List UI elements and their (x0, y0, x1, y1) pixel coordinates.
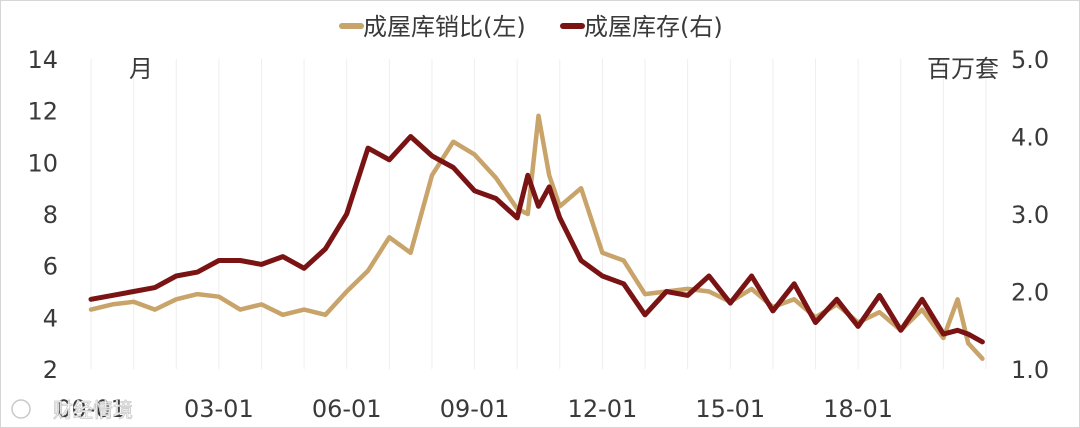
x-tick-label: 15-01 (695, 395, 765, 423)
watermark-logo-icon (11, 399, 31, 419)
right-tick-label: 3.0 (1011, 201, 1049, 229)
left-axis-ticks: 2 4 6 8 10 12 14 (27, 46, 58, 384)
left-axis-unit-label: 月 (129, 55, 153, 83)
right-axis-ticks: 1.0 2.0 3.0 4.0 5.0 (1011, 46, 1049, 384)
left-tick-label: 4 (43, 304, 58, 332)
watermark: 财经情境 (11, 398, 133, 422)
legend-label-months-supply: 成屋库销比(左) (363, 13, 526, 41)
series-layer (88, 113, 985, 361)
series-line-inventory (88, 134, 985, 345)
x-tick-label: 03-01 (184, 395, 254, 423)
watermark-text: 财经情境 (53, 398, 133, 422)
x-axis-ticks: 00-01 03-01 06-01 09-01 12-01 15-01 18-01 (56, 395, 893, 423)
left-tick-label: 6 (43, 253, 58, 281)
x-tick-label: 18-01 (823, 395, 893, 423)
left-tick-label: 12 (27, 98, 58, 126)
x-tick-label: 06-01 (312, 395, 382, 423)
right-tick-label: 2.0 (1011, 279, 1049, 307)
left-tick-label: 10 (27, 149, 58, 177)
right-tick-label: 5.0 (1011, 46, 1049, 74)
series-line-months-supply (88, 113, 985, 361)
left-tick-label: 8 (43, 201, 58, 229)
right-tick-label: 4.0 (1011, 124, 1049, 152)
x-tick-label: 12-01 (568, 395, 638, 423)
x-tick-label: 00-01 (56, 395, 126, 423)
left-tick-label: 14 (27, 46, 58, 74)
right-tick-label: 1.0 (1011, 356, 1049, 384)
right-axis-unit-label: 百万套 (927, 55, 999, 83)
legend: 成屋库销比(左) 成屋库存(右) (339, 13, 723, 41)
legend-label-inventory: 成屋库存(右) (584, 13, 723, 41)
left-tick-label: 2 (43, 356, 58, 384)
x-tick-label: 09-01 (440, 395, 510, 423)
gridlines (90, 59, 987, 369)
